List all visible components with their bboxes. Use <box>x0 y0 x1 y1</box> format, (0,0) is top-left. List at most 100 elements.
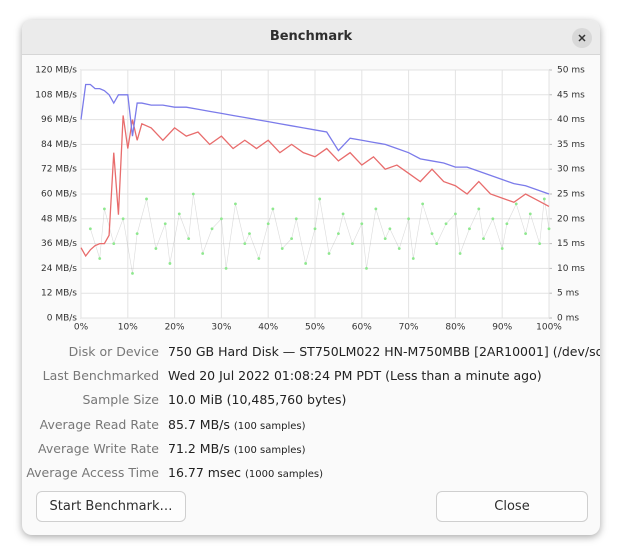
y2-tick-label: 15 ms <box>557 239 585 249</box>
y-tick-label: 36 MB/s <box>41 239 77 249</box>
access-connector <box>539 198 545 244</box>
info-label: Average Access Time <box>26 465 159 480</box>
y2-tick-label: 45 ms <box>557 90 585 100</box>
x-tick-label: 70% <box>399 323 419 333</box>
access-connector <box>211 218 222 229</box>
access-point <box>98 257 102 260</box>
access-connector <box>258 223 269 259</box>
access-connector <box>501 223 508 249</box>
access-point <box>407 217 410 221</box>
access-connector <box>431 233 437 244</box>
access-point <box>435 242 439 246</box>
info-label: Average Write Rate <box>38 440 159 456</box>
x-tick-label: 100% <box>536 323 562 333</box>
access-point <box>542 197 546 201</box>
access-point <box>351 242 354 246</box>
y-tick-label: 24 MB/s <box>41 264 77 274</box>
access-connector <box>235 203 246 244</box>
info-value-text: 71.2 MB/s <box>168 440 230 456</box>
access-connector <box>455 213 461 254</box>
access-point <box>374 207 378 211</box>
access-connector <box>398 218 409 249</box>
access-connector <box>282 238 292 249</box>
access-connector <box>338 213 344 234</box>
info-label: Sample Size <box>82 392 159 408</box>
access-point <box>248 232 251 236</box>
access-connector <box>525 213 531 234</box>
access-connector <box>389 228 400 249</box>
info-note: (100 samples) <box>233 444 306 456</box>
info-value-text: 10.0 MiB (10,485,760 bytes) <box>168 392 347 408</box>
access-point <box>266 222 270 226</box>
access-point <box>468 227 471 231</box>
access-point <box>430 232 434 236</box>
access-point <box>103 207 106 211</box>
header-bar: Benchmark <box>22 20 600 55</box>
access-connector <box>352 223 363 244</box>
close-icon-button[interactable] <box>572 28 592 48</box>
access-connector <box>506 203 517 224</box>
start-benchmark-button[interactable]: Start Benchmark… <box>36 491 186 522</box>
x-tick-label: 0% <box>74 323 89 333</box>
access-point <box>271 207 275 211</box>
access-connector <box>291 218 297 239</box>
access-connector <box>408 218 414 259</box>
y-tick-label: 48 MB/s <box>41 214 77 224</box>
info-value: 750 GB Hard Disk — ST750LM022 HN-M750MBB… <box>168 344 600 359</box>
y2-tick-label: 30 ms <box>557 165 585 175</box>
access-connector <box>178 213 189 239</box>
access-connector <box>366 208 377 269</box>
y-tick-label: 12 MB/s <box>41 289 77 299</box>
access-connector <box>384 228 391 239</box>
rate-line <box>80 115 550 258</box>
access-connector <box>342 213 353 244</box>
access-connector <box>249 233 260 259</box>
access-point <box>191 192 195 196</box>
access-point <box>458 252 462 255</box>
dialog-title: Benchmark <box>269 29 353 44</box>
x-tick-label: 30% <box>211 323 231 333</box>
access-point <box>514 202 518 206</box>
close-button[interactable]: Close <box>436 491 588 522</box>
info-value-text: 85.7 MB/s <box>168 416 230 432</box>
access-point <box>397 247 401 250</box>
y-tick-label: 72 MB/s <box>41 165 77 175</box>
access-point <box>337 232 340 236</box>
access-connector <box>483 218 494 239</box>
y-tick-label: 96 MB/s <box>41 115 77 125</box>
access-point <box>500 247 504 250</box>
access-point <box>318 197 322 201</box>
y-tick-label: 0 MB/s <box>47 314 78 324</box>
y2-tick-label: 10 ms <box>557 264 585 274</box>
info-value: 71.2 MB/s (100 samples) <box>168 441 306 456</box>
info-value-text: 16.77 msec <box>168 465 242 480</box>
access-point <box>491 217 495 221</box>
access-point <box>257 257 261 260</box>
access-connector <box>202 228 213 254</box>
rate-line <box>80 83 550 195</box>
access-point <box>444 222 448 226</box>
y2-tick-label: 40 ms <box>557 115 585 125</box>
access-connector <box>90 228 101 259</box>
y-tick-label: 84 MB/s <box>41 140 77 150</box>
access-connector <box>225 203 236 269</box>
y2-tick-label: 35 ms <box>557 140 585 150</box>
x-tick-label: 40% <box>258 323 278 333</box>
access-connector <box>113 218 124 244</box>
access-point <box>243 242 247 246</box>
info-value: 85.7 MB/s (100 samples) <box>168 417 306 432</box>
info-value: Wed 20 Jul 2022 01:08:24 PM PDT (Less th… <box>168 368 542 383</box>
info-value-text: 750 GB Hard Disk — ST750LM022 HN-M750MBB… <box>168 344 600 359</box>
access-connector <box>422 203 433 234</box>
access-point <box>304 262 308 265</box>
access-point <box>313 227 317 231</box>
y-tick-label: 120 MB/s <box>35 66 77 76</box>
access-point <box>131 271 134 275</box>
access-point <box>477 207 481 211</box>
access-connector <box>169 213 180 264</box>
access-connector <box>221 218 227 269</box>
access-point <box>547 227 551 231</box>
access-point <box>145 197 148 201</box>
info-value: 16.77 msec (1000 samples) <box>168 465 323 480</box>
